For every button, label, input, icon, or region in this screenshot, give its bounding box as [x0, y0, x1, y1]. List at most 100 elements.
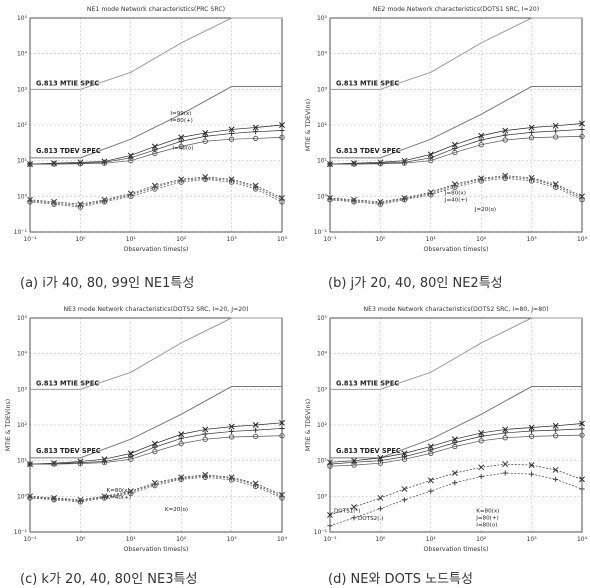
y-tick-label: 10²: [317, 122, 328, 129]
data-point: [579, 486, 585, 492]
data-point: [178, 440, 184, 447]
figure-caption: (c) k가 20, 40, 80인 NE3특성: [20, 572, 198, 587]
y-tick-label: 10¹: [17, 158, 28, 165]
data-point: [151, 440, 158, 447]
annotation: K=40(+): [106, 495, 131, 501]
data-point: [77, 161, 84, 167]
data-point: [452, 184, 458, 190]
data-point: [202, 431, 208, 437]
chart-svg-3: NE3 mode Network characteristics(DOTS2 S…: [5, 306, 288, 553]
data-point: [279, 127, 285, 134]
data-point: [202, 176, 208, 182]
data-point: [553, 427, 559, 433]
data-point: [51, 461, 57, 467]
data-point: [252, 433, 259, 440]
data-point: [253, 427, 259, 433]
spec-line: [330, 386, 582, 459]
series-4: [327, 461, 585, 518]
x-tick-label: 10⁴: [577, 536, 588, 543]
y-tick-label: 10²: [17, 422, 28, 429]
series-3: [327, 432, 585, 469]
annotation: G.813 MTIE SPEC: [336, 79, 399, 87]
series-line: [29, 477, 283, 503]
data-point: [529, 428, 535, 434]
x-axis-label: Observation times(s): [124, 246, 189, 253]
spec-line: [30, 317, 282, 390]
data-point: [51, 201, 57, 207]
data-point: [279, 433, 285, 439]
series-line: [329, 472, 583, 527]
data-point: [401, 486, 408, 493]
data-point: [502, 175, 508, 181]
annotation: DOTS2(.): [358, 516, 383, 522]
data-point: [228, 434, 235, 440]
data-point: [279, 425, 285, 432]
spec-line: [30, 86, 282, 159]
data-point: [428, 450, 434, 457]
data-point: [528, 124, 535, 131]
data-point: [202, 129, 209, 136]
series-2: [27, 127, 285, 167]
data-point: [252, 186, 259, 192]
data-point: [351, 459, 357, 465]
chart-title: NE1 mode Network characteristics(PRC SRC…: [87, 6, 225, 13]
data-point: [377, 161, 384, 167]
chart-panel-4: NE3 mode Network characteristics(DOTS2 S…: [300, 300, 590, 565]
data-point: [127, 450, 134, 457]
plot-frame: [29, 17, 283, 233]
data-point: [252, 135, 259, 142]
x-tick-label: 10⁰: [375, 236, 386, 243]
annotation: G.813 TDEV SPEC: [336, 447, 401, 455]
x-tick-label: 10⁴: [577, 236, 588, 243]
data-point: [377, 495, 384, 501]
grid: [29, 17, 283, 233]
spec-line: [330, 317, 582, 390]
x-axis-label: Observation times(s): [424, 246, 489, 253]
series-line: [329, 434, 583, 467]
data-point: [502, 470, 508, 476]
y-tick-label: 10⁴: [17, 351, 28, 358]
data-point: [351, 199, 357, 205]
chart-panel-1: NE1 mode Network characteristics(PRC SRC…: [0, 0, 290, 265]
x-tick-label: 10²: [176, 236, 187, 243]
y-tick-label: 10⁻¹: [314, 529, 328, 536]
data-point: [451, 141, 458, 148]
data-point: [553, 476, 559, 482]
y-tick-label: 10²: [317, 422, 328, 429]
data-point: [279, 199, 285, 205]
annotation: G.813 MTIE SPEC: [336, 379, 399, 387]
data-point: [428, 192, 434, 198]
y-tick-label: 10³: [17, 386, 28, 393]
x-tick-label: 10⁴: [277, 536, 288, 543]
data-point: [51, 161, 57, 167]
spec-line: [330, 86, 582, 159]
data-point: [327, 197, 333, 203]
data-point: [128, 490, 134, 497]
data-point: [428, 158, 434, 164]
x-tick-label: 10⁻¹: [323, 536, 337, 543]
data-point: [401, 456, 408, 462]
data-point: [279, 419, 285, 426]
x-axis-label: Observation times(s): [424, 546, 489, 553]
annotation: I=80(o): [476, 523, 497, 529]
data-point: [427, 151, 434, 158]
data-point: [228, 423, 235, 430]
data-point: [528, 462, 535, 469]
series-1: [27, 122, 285, 168]
x-axis-label: Observation times(s): [124, 546, 189, 553]
data-point: [178, 431, 185, 438]
data-point: [202, 474, 208, 481]
data-point: [579, 197, 585, 203]
data-point: [77, 204, 84, 210]
data-point: [579, 133, 585, 140]
series-1: [327, 120, 585, 168]
x-tick-label: 10³: [227, 236, 238, 243]
data-point: [451, 436, 458, 443]
spec-line: [30, 386, 282, 459]
y-tick-label: 10⁻¹: [14, 229, 28, 236]
annotation: G.813 TDEV SPEC: [336, 147, 401, 155]
series-5: [27, 175, 285, 209]
data-point: [327, 161, 333, 167]
annotation: K=20(o): [165, 507, 188, 513]
data-point: [202, 436, 208, 442]
